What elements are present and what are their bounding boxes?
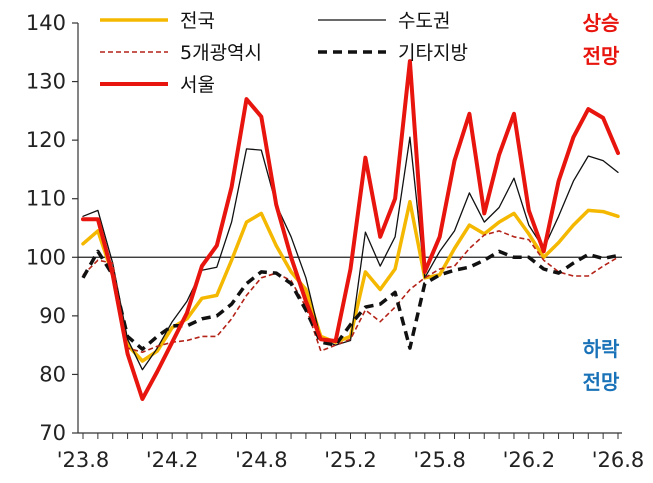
y-tick-label: 80 (39, 362, 66, 386)
series-group (81, 59, 620, 401)
series-line-3 (81, 249, 619, 351)
x-tick-label: '25.2 (324, 448, 377, 472)
series-line-4 (81, 59, 620, 401)
legend-label-1: 수도권 (398, 10, 450, 32)
y-tick-label: 120 (26, 128, 66, 152)
annotation-1-line-0: 하락 (583, 337, 620, 361)
x-tick-label: '24.2 (146, 448, 199, 472)
y-tick-label: 100 (26, 245, 66, 269)
x-tick-label: '26.2 (503, 448, 556, 472)
x-tick-label: '24.8 (235, 448, 288, 472)
legend-label-3: 기타지방 (398, 42, 468, 64)
annotation-0-line-0: 상승 (583, 11, 620, 35)
y-tick-label: 110 (26, 187, 66, 211)
y-tick-label: 90 (39, 304, 66, 328)
series-line-1 (82, 136, 619, 371)
axes: 70 80 90 100 110 120 130 140 '23.8 '24.2 '24.8 '25.… (26, 11, 644, 472)
y-tick-label: 140 (26, 11, 66, 35)
y-tick-label: 70 (39, 421, 66, 445)
legend-label-0: 전국 (180, 10, 215, 32)
x-tick-label: '25.8 (413, 448, 466, 472)
x-tick-label: '23.8 (57, 448, 110, 472)
annotation-0-line-1: 전망 (583, 44, 620, 68)
y-tick-label: 130 (26, 70, 66, 94)
annotation-1-line-1: 전망 (583, 370, 620, 394)
legend-label-2: 5개광역시 (180, 42, 262, 64)
legend-label-4: 서울 (180, 74, 215, 96)
x-tick-label: '26.8 (592, 448, 645, 472)
